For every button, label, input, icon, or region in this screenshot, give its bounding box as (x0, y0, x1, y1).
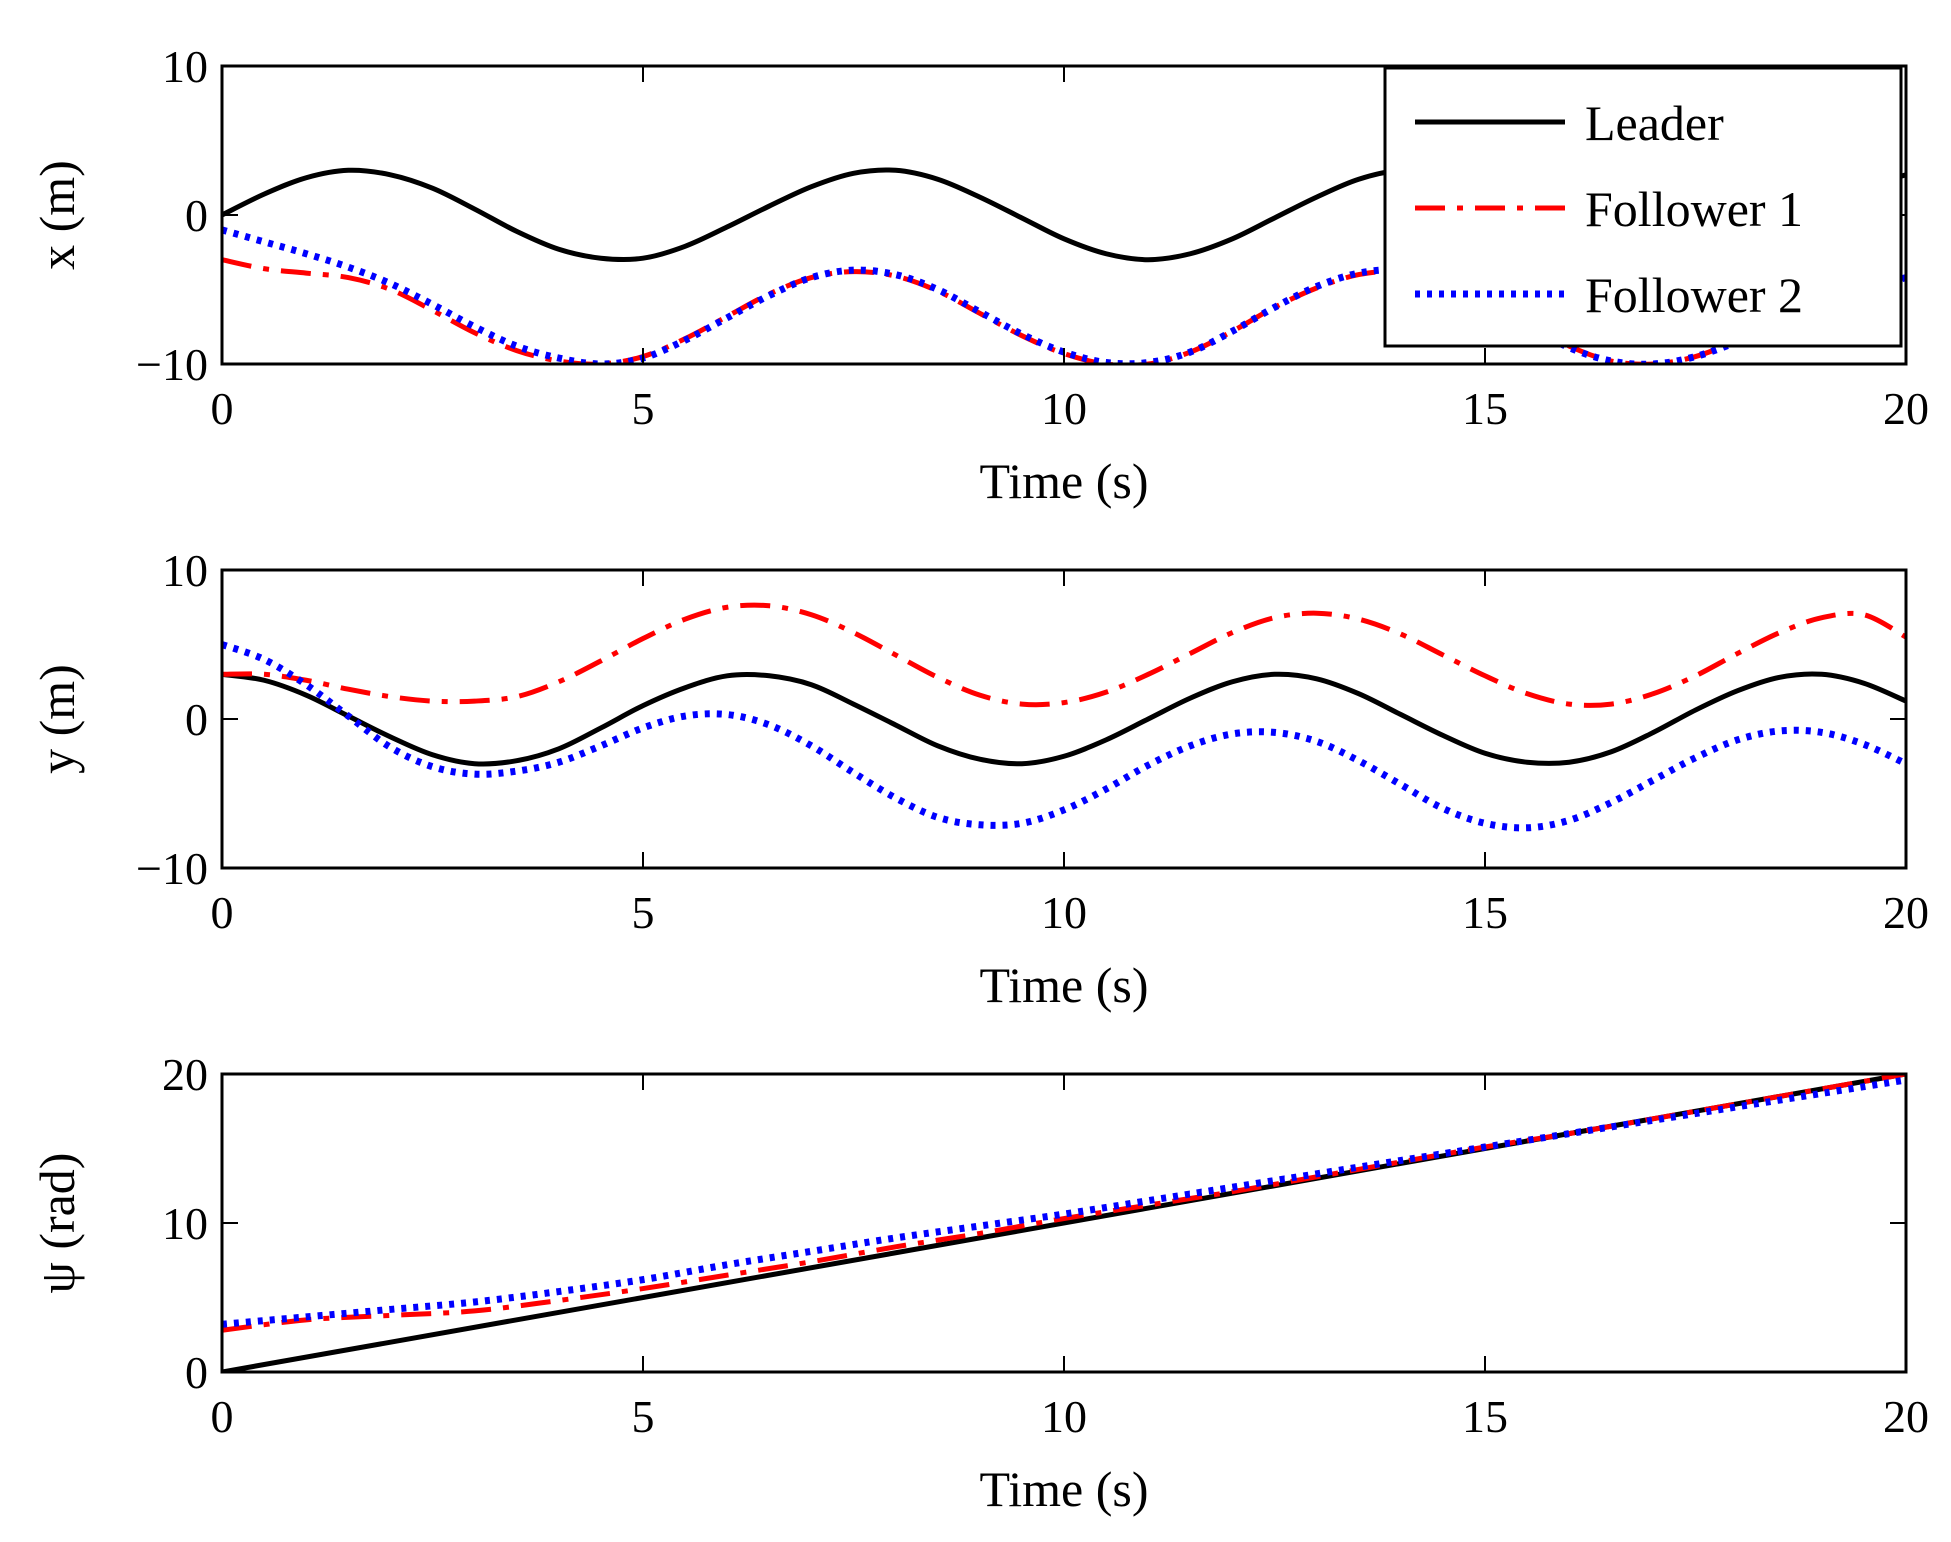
chart-panel-3: 0 5 10 15 20 0 10 20 Time (s) ψ (rad) (29, 1049, 1929, 1517)
series-line-follower-1-panel-2 (222, 602, 1906, 708)
legend: Leader Follower 1 Follower 2 (1383, 66, 1903, 348)
y-axis-title-panel-3: ψ (rad) (29, 1153, 85, 1294)
legend-label-leader: Leader (1585, 95, 1724, 151)
y-axis-title-panel-1: x (m) (29, 160, 85, 270)
x-tick-label-20-panel-2: 20 (1883, 887, 1929, 938)
axes-frame-2 (220, 568, 1908, 870)
x-axis-title-panel-3: Time (s) (979, 1461, 1148, 1517)
legend-box (1383, 66, 1903, 348)
x-tick-label-10-panel-2: 10 (1041, 887, 1087, 938)
x-tick-label-0-panel-2: 0 (211, 887, 234, 938)
x-tick-label-0-panel-3: 0 (211, 1391, 234, 1442)
y-axis-title-panel-2: y (m) (29, 664, 85, 774)
x-tick-label-5-panel-2: 5 (632, 887, 655, 938)
x-tick-label-20-panel-1: 20 (1883, 383, 1929, 434)
x-tick-label-15-panel-3: 15 (1462, 1391, 1508, 1442)
y-tick-label-2-panel-2: 10 (162, 545, 208, 596)
y-tick-label-2-panel-3: 20 (162, 1049, 208, 1100)
x-tick-label-15-panel-1: 15 (1462, 383, 1508, 434)
x-tick-label-0-panel-1: 0 (211, 383, 234, 434)
y-tick-label-1-panel-3: 10 (162, 1198, 208, 1249)
y-tick-label-2-panel-1: 10 (162, 41, 208, 92)
x-tick-label-5-panel-3: 5 (632, 1391, 655, 1442)
legend-label-follower-2: Follower 2 (1585, 267, 1803, 323)
series-line-follower-2-panel-3 (222, 1076, 1906, 1328)
y-tick-label-0-panel-1: −10 (136, 339, 208, 390)
y-tick-label-1-panel-1: 0 (185, 190, 208, 241)
series-group-2 (222, 602, 1906, 832)
series-line-follower-2-panel-2 (222, 641, 1906, 832)
series-line-follower-1-panel-3 (222, 1074, 1906, 1333)
x-tick-label-20-panel-3: 20 (1883, 1391, 1929, 1442)
x-tick-label-5-panel-1: 5 (632, 383, 655, 434)
x-tick-label-10-panel-3: 10 (1041, 1391, 1087, 1442)
x-tick-label-10-panel-1: 10 (1041, 383, 1087, 434)
x-axis-title-panel-1: Time (s) (979, 453, 1148, 509)
y-tick-label-0-panel-3: 0 (185, 1347, 208, 1398)
series-group-3 (222, 1074, 1906, 1372)
legend-label-follower-1: Follower 1 (1585, 181, 1803, 237)
x-tick-label-15-panel-2: 15 (1462, 887, 1508, 938)
x-axis-title-panel-2: Time (s) (979, 957, 1148, 1013)
y-tick-label-1-panel-2: 0 (185, 694, 208, 745)
y-tick-label-0-panel-2: −10 (136, 843, 208, 894)
series-line-leader-panel-2 (222, 671, 1906, 767)
